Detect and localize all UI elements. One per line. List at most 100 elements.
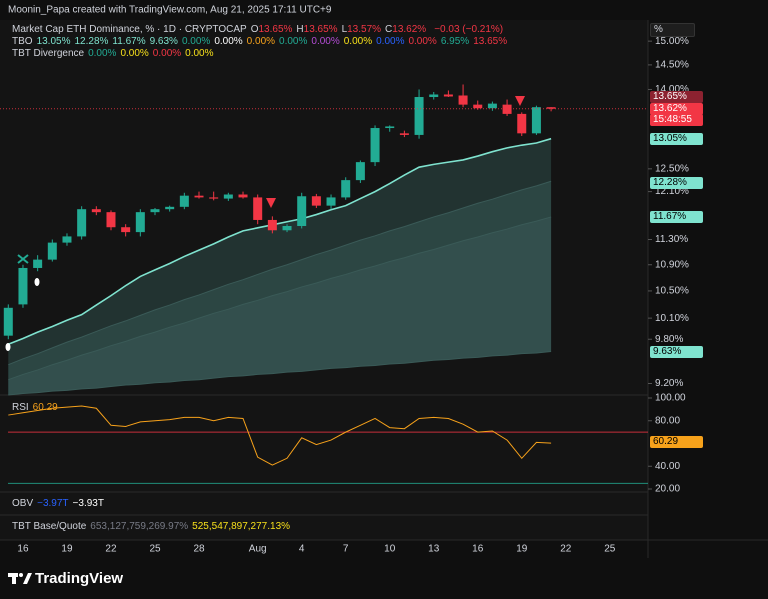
x-tick-label: 19 (516, 544, 528, 555)
signal-triangle (515, 96, 525, 106)
candle-body (150, 209, 160, 213)
candle-body (194, 195, 204, 198)
ohlc-value: 13.65% (303, 24, 338, 35)
legend-value: 6.95% (440, 36, 470, 47)
credit: Moonin_Papa created with TradingView.com… (8, 5, 332, 16)
x-tick-label: 13 (428, 544, 440, 555)
obv-value: −3.97T (37, 498, 69, 509)
y-tick-label: 14.00% (655, 84, 689, 95)
legend-tbt-divergence: TBT Divergence 0.00% 0.00% 0.00% 0.00% (12, 48, 222, 59)
candle-body (414, 97, 424, 135)
legend-tbo: TBO 13.05% 12.28% 11.67% 9.63% 0.00% 0.00% 0.00… (12, 36, 515, 47)
price-badge: 9.63% (650, 346, 703, 358)
candle-body (33, 259, 43, 268)
rsi-value: 60.29 (32, 402, 58, 413)
y-tick-label: 80.00 (655, 415, 680, 426)
x-tick-label: 16 (472, 544, 484, 555)
legend-value: 11.67% (112, 36, 146, 47)
signal-cross (17, 254, 29, 264)
y-tick-label: 100.00 (655, 393, 686, 404)
tbo-fast-line (8, 137, 552, 346)
y-tick-label: 10.50% (655, 286, 689, 297)
countdown: 15:48:55 (650, 114, 703, 126)
ohlc-value: 13.57% (347, 24, 382, 35)
main-layer: 9.20% 9.80% 10.10% 10.50% 10.90% 11.30% 12.10%… (0, 36, 689, 555)
candle-body (517, 113, 527, 134)
legend-value: 0.00% (408, 36, 437, 47)
y-tick-label: 11.30% (655, 234, 688, 245)
legend-tbt-base-quote: TBT Base/Quote 653,127,759,269.97% 525,547… (12, 521, 294, 532)
cloud-layer (8, 138, 552, 396)
unit-button[interactable]: % (650, 23, 695, 37)
legend-value: 0.00% (376, 36, 405, 47)
tbt-divergence-values: 0.00% 0.00% 0.00% 0.00% (88, 48, 217, 59)
legend-value: 0.00% (185, 48, 214, 59)
price-badge: 13.05% (650, 133, 703, 145)
candle-body (355, 162, 365, 181)
legend-value: 0.00% (214, 36, 243, 47)
candle-body (179, 195, 189, 207)
tbt-bq-value: 525,547,897,277.13% (192, 521, 291, 532)
logo (8, 573, 32, 584)
signal-dot (34, 278, 40, 286)
tbt-divergence-name: TBT Divergence (12, 48, 85, 59)
y-tick-label: 20.00 (655, 484, 680, 495)
candle-body (91, 209, 101, 213)
signal-dot (5, 343, 11, 351)
ohlc-key: H (296, 24, 304, 35)
tbt-bq-name: TBT Base/Quote (12, 521, 87, 532)
y-tick-label: 14.50% (655, 60, 689, 71)
x-tick-label: 19 (61, 544, 73, 555)
candle-body (370, 128, 380, 163)
change: −0.03 (−0.21%) (434, 24, 504, 35)
candle-body (267, 219, 277, 231)
tbo-band-line (8, 216, 552, 381)
x-tick-label: Aug (249, 544, 267, 555)
tbo-values: 13.05% 12.28% 11.67% 9.63% 0.00% 0.00% 0.00% 0.… (37, 36, 512, 47)
rsi-badge: 60.29 (650, 436, 703, 448)
price-badge: 12.28% (650, 177, 703, 189)
legend-value: 0.00% (246, 36, 276, 47)
candle-body (473, 104, 483, 109)
tbo-band-line (8, 351, 552, 396)
candle-body (311, 196, 321, 206)
y-tick-label: 12.50% (655, 163, 689, 174)
candle-body (385, 126, 395, 129)
candle-body (238, 194, 248, 198)
ohlc: O13.65% H13.65% L13.57% C13.62% (251, 24, 431, 35)
candle-body (487, 103, 497, 109)
cloud-area (8, 216, 552, 395)
x-tick-label: 16 (17, 544, 29, 555)
legend-value: 13.05% (36, 36, 71, 47)
candle-body (135, 212, 145, 233)
candle-body (165, 206, 175, 210)
candle-body (399, 133, 409, 135)
x-tick-label: 10 (384, 544, 396, 555)
price-badge: 13.62% (650, 103, 703, 115)
ohlc-key: O (250, 24, 259, 35)
x-tick-label: 4 (299, 544, 305, 555)
legend-value: 0.00% (152, 48, 182, 59)
legend-value: 0.00% (279, 36, 308, 47)
x-tick-label: 28 (193, 544, 205, 555)
candle-body (209, 197, 219, 199)
y-tick-label: 10.10% (655, 313, 689, 324)
candle-body (47, 242, 57, 260)
legend-value: 13.65% (473, 36, 508, 47)
candle-body (297, 196, 307, 227)
legend-symbol: Market Cap ETH Dominance, % · 1D · CRYPT… (12, 24, 507, 35)
candle-body (253, 197, 263, 220)
candle-body (121, 227, 131, 233)
candle-body (106, 212, 116, 228)
y-tick-label: 15.00% (655, 36, 689, 47)
candle-body (223, 194, 233, 199)
legend-obv: OBV −3.97T −3.93T (12, 498, 108, 509)
tbo-name: TBO (12, 36, 33, 47)
y-tick-label: 9.20% (655, 378, 683, 389)
candle-body (341, 180, 351, 198)
candle-body (429, 94, 439, 98)
candle-body (77, 209, 87, 237)
ohlc-value: 13.65% (258, 24, 293, 35)
